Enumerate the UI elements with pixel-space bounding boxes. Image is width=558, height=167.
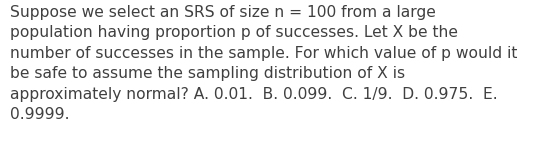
Text: Suppose we select an SRS of size n = 100 from a large
population having proporti: Suppose we select an SRS of size n = 100…	[10, 5, 517, 122]
